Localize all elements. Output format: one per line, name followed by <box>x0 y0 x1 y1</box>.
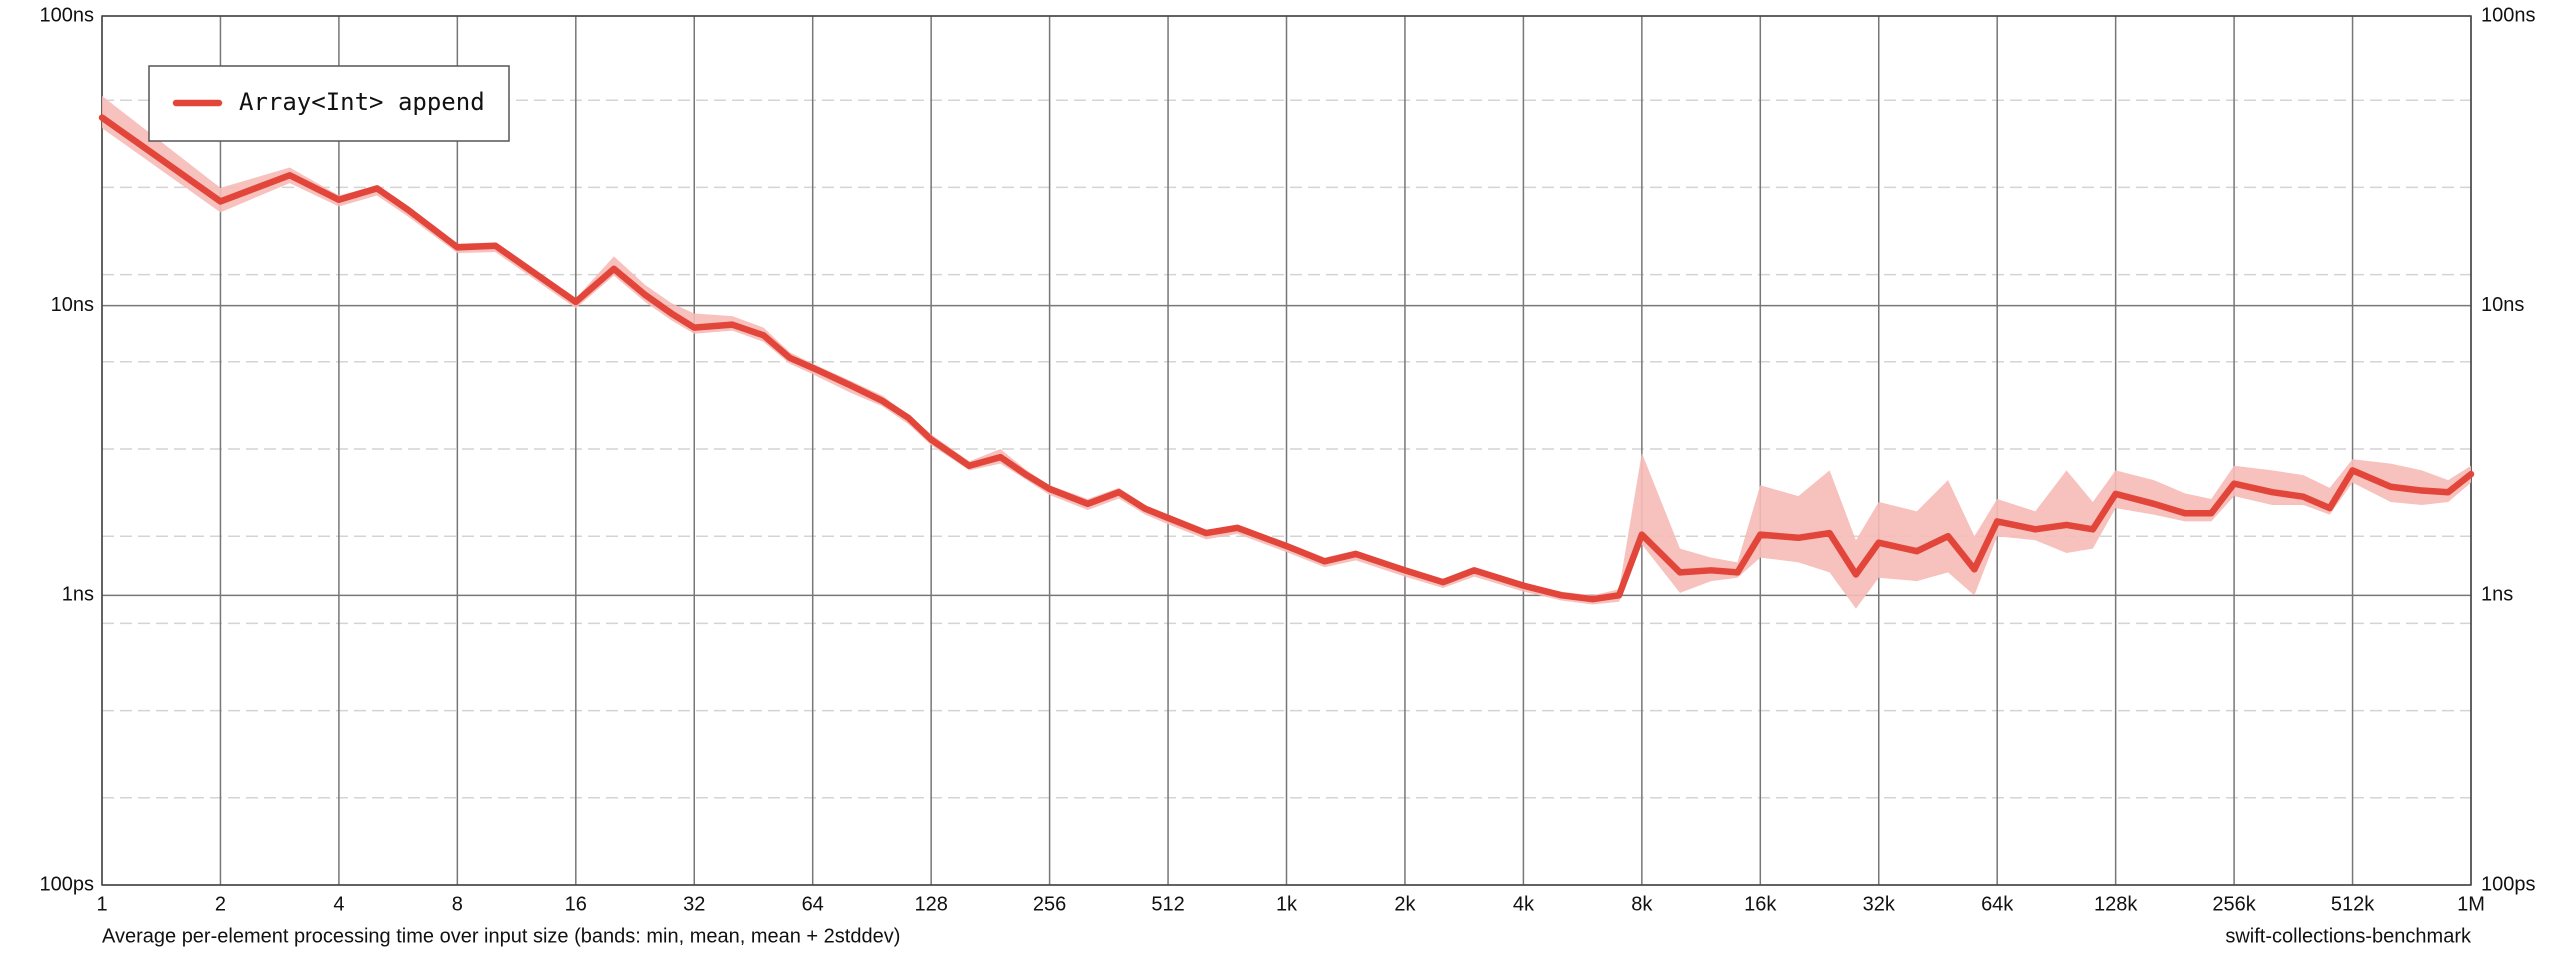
x-tick-label: 1k <box>1276 893 1298 915</box>
x-tick-label: 2k <box>1394 893 1416 915</box>
x-tick-label: 2 <box>215 893 226 915</box>
x-tick-label: 1M <box>2457 893 2485 915</box>
x-tick-label: 64 <box>802 893 824 915</box>
y-tick-label: 10ns <box>51 294 94 316</box>
x-tick-label: 512 <box>1151 893 1184 915</box>
x-tick-label: 16k <box>1744 893 1777 915</box>
plot-frame <box>101 15 2472 886</box>
y-tick-label: 100ps <box>40 873 95 895</box>
x-tick-label: 8k <box>1631 893 1653 915</box>
legend-box <box>148 65 510 142</box>
line <box>98 114 2475 603</box>
x-tick-label: 4 <box>333 893 344 915</box>
x-tick-label: 64k <box>1981 893 2014 915</box>
x-tick-label: 128k <box>2094 893 2138 915</box>
x-tick-label: 512k <box>2331 893 2375 915</box>
y2-tick-label: 100ps <box>2481 873 2536 895</box>
x-tick-label: 256 <box>1033 893 1066 915</box>
y2-tick-label: 10ns <box>2481 294 2524 316</box>
y2-tick-label: 1ns <box>2481 584 2513 606</box>
x-tick-label: 4k <box>1513 893 1535 915</box>
x-tick-label: 32 <box>683 893 705 915</box>
x-tick-label: 128 <box>914 893 947 915</box>
legend: Array<Int> append <box>148 65 510 142</box>
x-tick-label: 1 <box>96 893 107 915</box>
y2-tick-label: 100ns <box>2481 4 2536 26</box>
legend-label: Array<Int> append <box>239 88 485 116</box>
x-axis-caption: Average per-element processing time over… <box>102 925 900 947</box>
credit: swift-collections-benchmark <box>2225 925 2472 947</box>
y-tick-label: 100ns <box>40 4 95 26</box>
x-tick-label: 16 <box>565 893 587 915</box>
y-tick-label: 1ns <box>62 584 94 606</box>
x-tick-label: 256k <box>2212 893 2256 915</box>
x-tick-label: 32k <box>1863 893 1896 915</box>
x-tick-label: 8 <box>452 893 463 915</box>
